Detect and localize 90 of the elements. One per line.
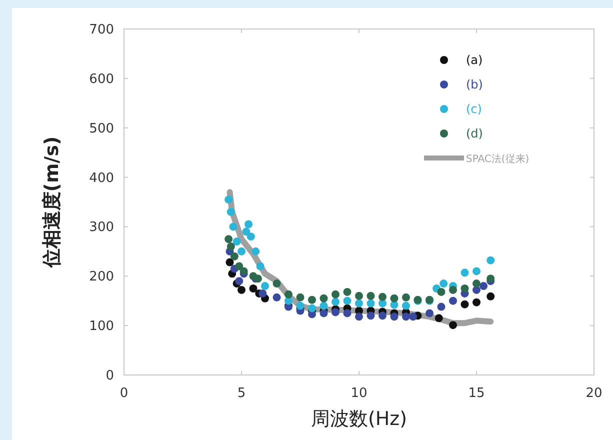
point [308, 304, 316, 312]
point [258, 289, 267, 298]
point [226, 242, 235, 250]
point [472, 280, 480, 288]
point [366, 312, 375, 320]
point [409, 312, 418, 321]
point [434, 314, 443, 322]
y-tick-label: 600 [89, 72, 114, 87]
point [235, 277, 244, 286]
point [437, 288, 446, 296]
point [229, 222, 238, 231]
point [224, 235, 233, 244]
x-tick-label: 10 [350, 386, 368, 401]
point [240, 267, 248, 276]
legend-label: SPAC法(従来) [466, 153, 530, 165]
point [226, 258, 234, 266]
x-tick-label: 5 [237, 386, 246, 401]
point [378, 299, 386, 308]
point [238, 286, 246, 294]
y-tick-label: 300 [89, 220, 114, 236]
point [320, 294, 328, 302]
x-tick-label: 0 [120, 386, 128, 401]
legend-label: (a) [466, 53, 483, 67]
point [244, 220, 253, 228]
y-tick-label: 100 [89, 319, 114, 334]
y-tick-label: 400 [89, 170, 114, 186]
point [296, 302, 304, 310]
x-axis-title: 周波数(Hz) [310, 408, 408, 430]
point [486, 292, 495, 300]
point [232, 238, 241, 246]
point [308, 296, 316, 304]
point [390, 312, 398, 321]
point [440, 280, 448, 288]
point [472, 298, 480, 306]
point [366, 299, 375, 308]
point [426, 309, 434, 318]
point [332, 290, 340, 298]
point [272, 280, 281, 288]
legend-label: (b) [466, 78, 483, 92]
point [486, 274, 495, 283]
point [460, 284, 469, 292]
point [256, 262, 264, 270]
point [355, 292, 363, 300]
y-tick-label: 500 [89, 121, 114, 136]
y-axis-title: 位相速度(m/s) [41, 136, 63, 269]
point [390, 294, 398, 302]
point [343, 296, 352, 305]
point [238, 247, 246, 256]
point [343, 288, 352, 296]
point [378, 292, 386, 301]
point [343, 309, 352, 318]
point [460, 268, 469, 277]
point [272, 293, 281, 302]
y-tick-label: 200 [89, 270, 114, 285]
point [460, 300, 469, 308]
point [378, 312, 386, 320]
point [284, 290, 292, 298]
point [402, 302, 410, 310]
point [480, 282, 488, 290]
y-tick-label: 700 [89, 22, 114, 38]
point [449, 321, 457, 330]
point [249, 284, 258, 292]
x-tick-label: 15 [468, 386, 485, 401]
point [320, 309, 328, 318]
point [332, 308, 340, 316]
point [449, 296, 457, 305]
point [296, 293, 304, 302]
point [242, 228, 250, 236]
point [252, 247, 260, 256]
point [246, 232, 255, 241]
point [355, 312, 363, 321]
legend-label: (c) [466, 102, 482, 116]
point [332, 298, 340, 306]
point [235, 262, 244, 270]
point [486, 256, 495, 264]
point [437, 302, 446, 311]
y-tick-label: 0 [106, 368, 114, 384]
point [261, 282, 269, 290]
point [355, 299, 363, 308]
point [366, 292, 375, 300]
point [224, 196, 233, 204]
x-tick-label: 20 [586, 386, 602, 401]
point [472, 267, 480, 276]
point [402, 312, 410, 321]
point [226, 208, 235, 216]
point [320, 302, 328, 310]
point [230, 252, 238, 260]
point [402, 293, 410, 302]
point [449, 286, 457, 294]
legend-label: (d) [466, 126, 483, 140]
